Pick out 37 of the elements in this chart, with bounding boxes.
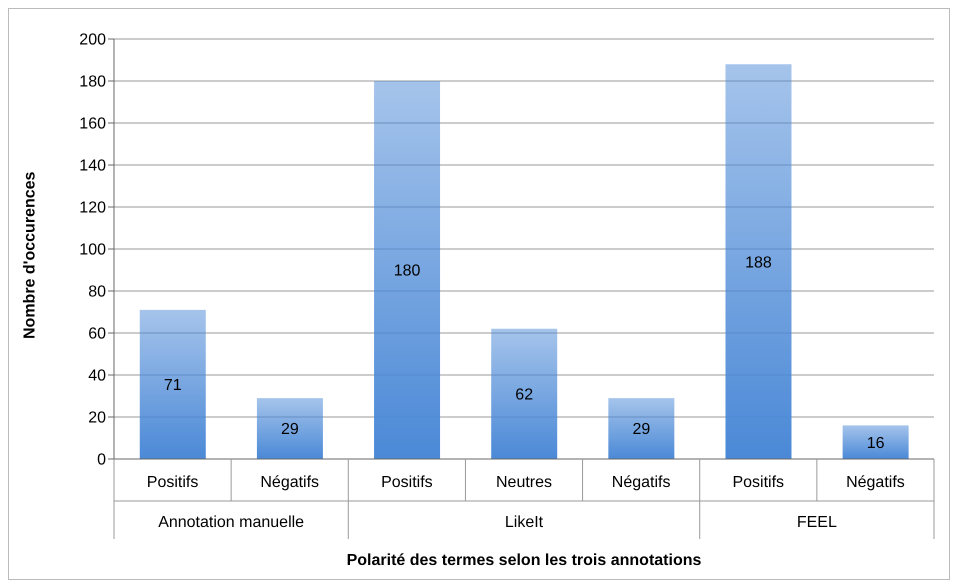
data-label: 71 bbox=[164, 377, 182, 394]
data-label: 16 bbox=[866, 434, 885, 452]
x-tick-label: Neutres bbox=[496, 474, 552, 491]
y-tick-label: 0 bbox=[97, 452, 106, 469]
y-tick-label: 140 bbox=[79, 158, 106, 175]
x-tick-label: Positifs bbox=[146, 474, 198, 491]
bar bbox=[608, 398, 674, 459]
data-label: 29 bbox=[281, 421, 299, 438]
bar bbox=[725, 64, 792, 459]
y-tick-label: 180 bbox=[79, 74, 106, 91]
y-tick-label: 100 bbox=[79, 242, 106, 259]
text: LikeIt bbox=[504, 514, 544, 531]
bar bbox=[491, 328, 558, 459]
bar bbox=[140, 310, 206, 459]
y-axis-title: Nombre d'occurences bbox=[22, 171, 39, 339]
bar bbox=[842, 425, 909, 459]
y-tick-label: 20 bbox=[88, 410, 106, 427]
y-tick-label: 160 bbox=[79, 116, 106, 133]
data-label: 29 bbox=[632, 421, 650, 438]
text: Annotation manuelle bbox=[158, 514, 304, 531]
y-tick-label: 120 bbox=[79, 200, 106, 217]
bar bbox=[374, 81, 440, 459]
x-tick-label: Négatifs bbox=[846, 474, 905, 491]
x-tick-label: Positifs bbox=[381, 474, 433, 491]
x-axis-title: Polarité des termes selon les trois annotations bbox=[346, 552, 702, 569]
data-label: 180 bbox=[394, 262, 420, 280]
x-tick-label: Négatifs bbox=[612, 474, 670, 491]
text: FEEL bbox=[796, 514, 837, 531]
data-label: 188 bbox=[745, 254, 772, 272]
y-tick-label: 40 bbox=[88, 368, 106, 385]
data-label: 62 bbox=[515, 386, 534, 404]
y-tick-label: 200 bbox=[79, 32, 106, 49]
y-tick-label: 60 bbox=[88, 326, 106, 343]
y-tick-label: 80 bbox=[88, 284, 106, 301]
x-tick-label: Positifs bbox=[732, 474, 784, 491]
bar bbox=[256, 398, 323, 459]
x-tick-label: Négatifs bbox=[260, 474, 320, 491]
